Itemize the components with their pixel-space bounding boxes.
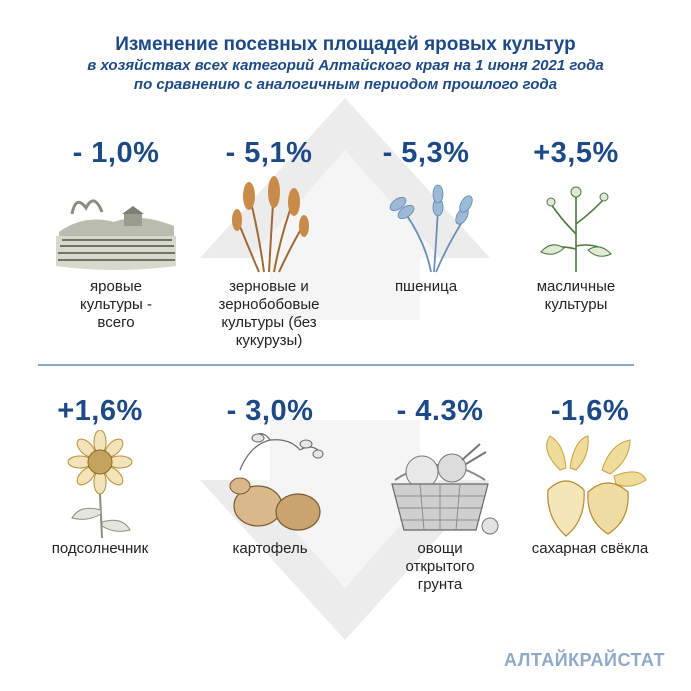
crop-card-sugar-beet: -1,6% сахарная свёкла	[510, 394, 670, 558]
field-landscape-icon	[55, 199, 176, 270]
crop-label: пшеница	[394, 278, 458, 295]
potato-icon	[229, 433, 324, 531]
crop-label: подсолнечник	[51, 540, 149, 557]
percent-change: - 5,3%	[382, 137, 470, 169]
wheat-bundle-icon	[232, 176, 309, 273]
crop-label: зерновые и зернобобовые культуры (без ку…	[218, 278, 320, 349]
wheat-ears-icon	[389, 184, 473, 273]
page-subtitle-line2: по сравнению с аналогичным периодом прош…	[133, 76, 558, 93]
crop-card-oilseed: +3,5% масличные культуры	[496, 136, 656, 314]
row-divider	[38, 364, 634, 366]
header: Изменение посевных площадей яровых культ…	[0, 34, 691, 94]
sugar-beet-icon	[546, 435, 647, 537]
sunflower-icon	[67, 430, 133, 539]
crop-label: сахарная свёкла	[531, 540, 649, 557]
percent-change: +1,6%	[57, 395, 143, 427]
rapeseed-plant-icon	[540, 186, 612, 272]
percent-change: - 4.3%	[396, 395, 484, 427]
percent-change: -1,6%	[550, 395, 630, 427]
vegetable-basket-icon	[391, 443, 499, 535]
percent-change: - 3,0%	[226, 395, 314, 427]
percent-change: +3,5%	[533, 137, 619, 169]
percent-change: - 5,1%	[225, 137, 313, 169]
crop-card-spring-total: - 1,0% яровые культуры - всего	[36, 136, 196, 332]
crop-card-wheat: - 5,3% пшеница	[346, 136, 506, 296]
page-title: Изменение посевных площадей яровых культ…	[115, 34, 576, 55]
crop-label: овощи открытого грунта	[405, 540, 475, 593]
crop-label: картофель	[232, 540, 308, 557]
percent-change: - 1,0%	[72, 137, 160, 169]
crop-card-grain: - 5,1% зерновые и зернобобовые культуры …	[189, 136, 349, 350]
brand-logo-text: АЛТАЙКРАЙСТАТ	[503, 650, 665, 670]
crop-label: масличные культуры	[536, 278, 616, 313]
crop-label: яровые культуры - всего	[80, 278, 152, 331]
crop-card-vegetables: - 4.3% овощи открытого грунта	[360, 394, 520, 594]
crop-card-potato: - 3,0% картофель	[190, 394, 350, 558]
crop-card-sunflower: +1,6% подсолнечник	[20, 394, 180, 558]
page-subtitle-line1: в хозяйствах всех категорий Алтайского к…	[87, 57, 604, 74]
